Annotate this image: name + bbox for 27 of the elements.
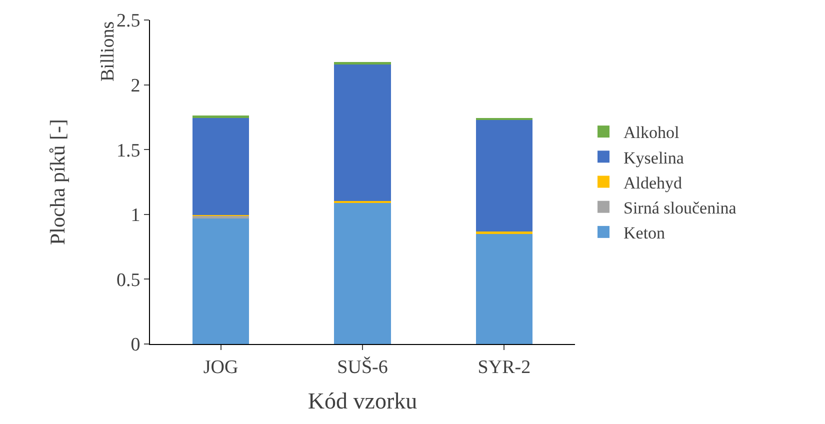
y-tick-label: 0 — [130, 334, 140, 356]
bar — [192, 115, 250, 118]
legend-label: Sirná sloučenina — [624, 198, 737, 218]
bar — [476, 233, 532, 344]
bar — [192, 218, 250, 344]
bar — [334, 64, 391, 201]
legend-label: Aldehyd — [624, 173, 683, 192]
legend-label: Alkohol — [624, 123, 680, 142]
x-tick-label: SYR-2 — [478, 356, 531, 378]
x-tick-label: SUŠ-6 — [337, 356, 388, 378]
legend-label: Keton — [624, 224, 666, 243]
y-axis-title: Plocha píků [-] — [46, 119, 70, 245]
y-tick-label: 1.5 — [116, 140, 140, 162]
y-tick-label: 2.5 — [116, 10, 140, 32]
y-tick-label: 2 — [130, 75, 140, 96]
bar — [334, 202, 391, 344]
bar — [192, 117, 250, 216]
x-axis-title: Kód vzorku — [308, 388, 418, 414]
text: Billions — [98, 21, 118, 82]
bar — [476, 231, 532, 234]
bar — [476, 120, 532, 232]
legend-label: Kyselina — [624, 148, 684, 168]
bar — [192, 216, 250, 218]
x-tick-label: JOG — [203, 356, 239, 378]
bar — [334, 62, 391, 65]
y-tick-label: 0.5 — [116, 270, 140, 291]
y-tick-label: 1 — [130, 205, 140, 226]
